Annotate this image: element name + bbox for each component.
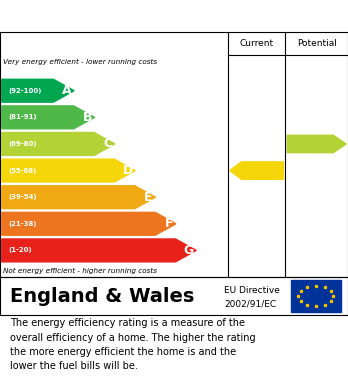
Text: EU Directive: EU Directive	[224, 286, 280, 295]
Text: (81-91): (81-91)	[9, 114, 37, 120]
Text: Very energy efficient - lower running costs: Very energy efficient - lower running co…	[3, 59, 158, 65]
Bar	[291, 280, 341, 312]
Text: England & Wales: England & Wales	[10, 287, 195, 306]
Text: (21-38): (21-38)	[9, 221, 37, 227]
Text: (55-68): (55-68)	[9, 168, 37, 174]
Text: 2002/91/EC: 2002/91/EC	[224, 299, 277, 308]
Text: A: A	[62, 84, 72, 97]
Text: G: G	[184, 244, 194, 257]
Polygon shape	[2, 79, 74, 102]
Text: D: D	[123, 164, 133, 177]
Polygon shape	[2, 186, 156, 209]
Polygon shape	[2, 212, 176, 235]
Text: Current: Current	[239, 39, 274, 48]
Text: (39-54): (39-54)	[9, 194, 37, 200]
Text: (92-100): (92-100)	[9, 88, 42, 94]
Text: Potential: Potential	[297, 39, 337, 48]
Text: Not energy efficient - higher running costs: Not energy efficient - higher running co…	[3, 267, 158, 274]
Text: (69-80): (69-80)	[9, 141, 37, 147]
Polygon shape	[230, 162, 284, 179]
Text: (1-20): (1-20)	[9, 248, 32, 253]
Text: E: E	[144, 191, 152, 204]
Text: 80: 80	[308, 138, 325, 151]
Polygon shape	[2, 239, 196, 262]
Text: The energy efficiency rating is a measure of the
overall efficiency of a home. T: The energy efficiency rating is a measur…	[10, 318, 256, 371]
Text: 61: 61	[248, 164, 265, 177]
Text: Energy Efficiency Rating: Energy Efficiency Rating	[10, 9, 220, 23]
Text: B: B	[82, 111, 92, 124]
Polygon shape	[2, 133, 115, 155]
Polygon shape	[287, 135, 346, 153]
Polygon shape	[2, 106, 95, 129]
Text: F: F	[164, 217, 173, 230]
Polygon shape	[2, 159, 135, 182]
Text: C: C	[103, 138, 112, 151]
